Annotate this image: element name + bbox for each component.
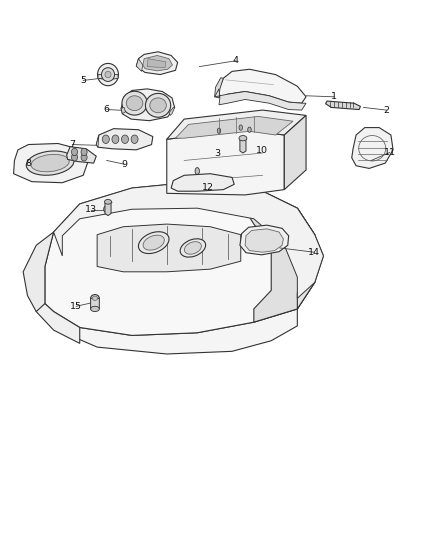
Text: 12: 12 bbox=[202, 183, 214, 192]
Polygon shape bbox=[215, 78, 223, 98]
Polygon shape bbox=[121, 108, 125, 114]
Polygon shape bbox=[14, 143, 88, 183]
Polygon shape bbox=[136, 52, 178, 75]
Ellipse shape bbox=[248, 127, 251, 132]
Polygon shape bbox=[96, 128, 153, 150]
Ellipse shape bbox=[145, 93, 171, 117]
Ellipse shape bbox=[195, 167, 199, 174]
Ellipse shape bbox=[102, 135, 110, 143]
Ellipse shape bbox=[143, 235, 164, 250]
Text: 1: 1 bbox=[331, 92, 337, 101]
Ellipse shape bbox=[71, 154, 78, 161]
Polygon shape bbox=[91, 298, 99, 311]
Ellipse shape bbox=[26, 151, 74, 175]
Ellipse shape bbox=[217, 128, 221, 133]
Polygon shape bbox=[97, 224, 241, 272]
Polygon shape bbox=[240, 136, 246, 153]
Polygon shape bbox=[219, 69, 306, 103]
Polygon shape bbox=[143, 55, 173, 71]
Ellipse shape bbox=[91, 295, 99, 302]
Text: 10: 10 bbox=[256, 147, 268, 156]
Polygon shape bbox=[136, 59, 143, 71]
Polygon shape bbox=[121, 89, 175, 120]
Polygon shape bbox=[96, 135, 99, 147]
Polygon shape bbox=[45, 304, 297, 354]
Ellipse shape bbox=[126, 96, 143, 111]
Polygon shape bbox=[36, 296, 80, 343]
Polygon shape bbox=[98, 75, 118, 80]
Polygon shape bbox=[45, 182, 315, 335]
Polygon shape bbox=[176, 116, 293, 138]
Ellipse shape bbox=[131, 135, 138, 143]
Text: 8: 8 bbox=[26, 159, 32, 167]
Ellipse shape bbox=[102, 68, 115, 82]
Ellipse shape bbox=[92, 296, 98, 301]
Ellipse shape bbox=[122, 91, 147, 115]
Text: 7: 7 bbox=[69, 140, 75, 149]
Polygon shape bbox=[167, 110, 306, 139]
Polygon shape bbox=[171, 174, 234, 191]
Ellipse shape bbox=[138, 232, 169, 254]
Polygon shape bbox=[167, 130, 284, 195]
Polygon shape bbox=[241, 187, 315, 322]
Ellipse shape bbox=[239, 125, 243, 130]
Polygon shape bbox=[105, 201, 111, 216]
Ellipse shape bbox=[239, 135, 247, 141]
Ellipse shape bbox=[71, 148, 78, 156]
Ellipse shape bbox=[105, 71, 111, 78]
Polygon shape bbox=[297, 208, 323, 309]
Ellipse shape bbox=[98, 63, 118, 86]
Polygon shape bbox=[240, 225, 289, 255]
Text: 13: 13 bbox=[85, 205, 97, 214]
Polygon shape bbox=[171, 136, 189, 149]
Text: 6: 6 bbox=[104, 105, 110, 114]
Ellipse shape bbox=[105, 199, 112, 204]
Ellipse shape bbox=[150, 98, 166, 113]
Polygon shape bbox=[169, 108, 175, 115]
Text: 5: 5 bbox=[80, 76, 86, 85]
Text: 4: 4 bbox=[233, 56, 239, 65]
Ellipse shape bbox=[180, 239, 205, 257]
Ellipse shape bbox=[121, 135, 128, 143]
Text: 11: 11 bbox=[384, 148, 396, 157]
Ellipse shape bbox=[184, 241, 201, 254]
Polygon shape bbox=[53, 182, 323, 298]
Text: 9: 9 bbox=[121, 160, 127, 168]
Polygon shape bbox=[284, 115, 306, 190]
Polygon shape bbox=[67, 147, 96, 163]
Ellipse shape bbox=[104, 206, 108, 213]
Text: 2: 2 bbox=[384, 106, 389, 115]
Polygon shape bbox=[215, 89, 306, 110]
Ellipse shape bbox=[112, 135, 119, 143]
Text: 15: 15 bbox=[70, 302, 82, 311]
Ellipse shape bbox=[31, 155, 69, 172]
Ellipse shape bbox=[91, 306, 99, 312]
Polygon shape bbox=[352, 127, 393, 168]
Polygon shape bbox=[325, 101, 360, 110]
Polygon shape bbox=[147, 59, 166, 68]
Polygon shape bbox=[245, 229, 283, 252]
Ellipse shape bbox=[81, 148, 87, 156]
Text: 14: 14 bbox=[308, 248, 320, 257]
Polygon shape bbox=[23, 232, 53, 312]
Ellipse shape bbox=[81, 154, 87, 161]
Text: 3: 3 bbox=[214, 149, 220, 158]
